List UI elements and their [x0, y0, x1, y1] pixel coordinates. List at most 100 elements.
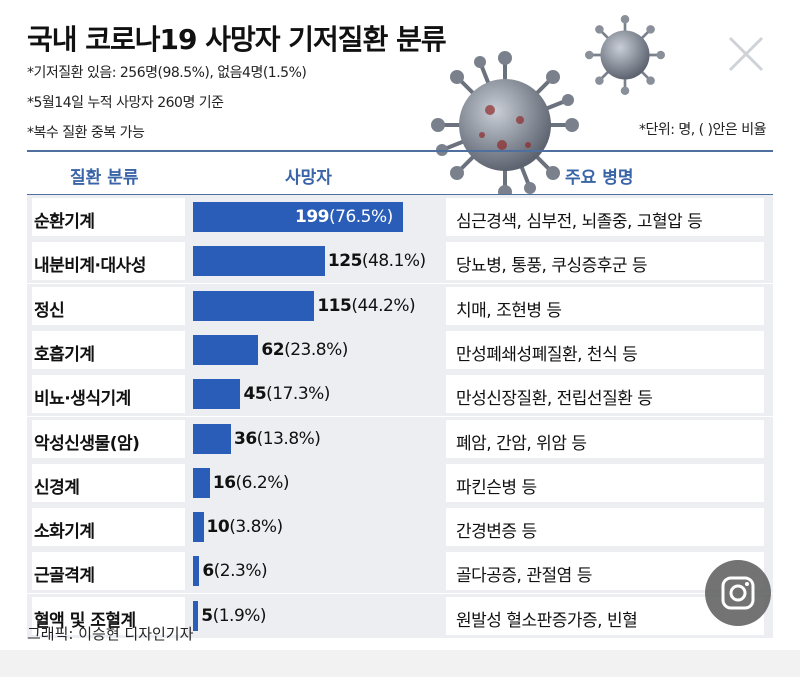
- disease-label: 폐암, 간암, 위암 등: [456, 433, 587, 454]
- bar: [193, 423, 231, 454]
- table-row: 비뇨·생식기계 45(17.3%) 만성신장질환, 전립선질환 등: [27, 372, 773, 417]
- bar: [193, 556, 200, 587]
- disease-cell: [446, 198, 764, 236]
- disease-cell: [446, 508, 764, 547]
- percent-label: (6.2%): [235, 472, 290, 493]
- data-label: 62(23.8%): [261, 339, 348, 360]
- data-label: 45(17.3%): [243, 384, 330, 405]
- disease-label: 원발성 혈소판증가증, 빈혈: [456, 610, 638, 631]
- data-label: 16(6.2%): [212, 472, 290, 493]
- bar: [193, 467, 210, 498]
- table-header: 질환 분류 사망자 주요 병명: [27, 150, 773, 196]
- data-label: 125(48.1%): [328, 251, 426, 271]
- value-label: 115: [317, 295, 352, 316]
- header-diseases: 주요 병명: [565, 168, 634, 188]
- data-label: 36(13.8%): [233, 428, 321, 449]
- percent-label: (76.5%): [329, 207, 393, 227]
- bar: [193, 600, 199, 631]
- category-label: 내분비계·대사성: [34, 256, 146, 277]
- percent-label: (17.3%): [266, 384, 330, 405]
- value-label: 10: [206, 517, 230, 538]
- camera-lens-icon: [721, 576, 755, 610]
- value-label: 36: [233, 428, 257, 449]
- category-label: 비뇨·생식기계: [34, 389, 131, 410]
- percent-label: (2.3%): [213, 561, 268, 582]
- bar: [193, 379, 241, 410]
- infographic-card: 국내 코로나19 사망자 기저질환 분류 *기저질환 있음: 256명(98.5…: [27, 15, 773, 643]
- data-label: 199(76.5%): [295, 207, 393, 227]
- coronavirus-icon: [431, 51, 579, 199]
- table-row: 정신 115(44.2%) 치매, 조현병 등: [27, 283, 773, 328]
- category-label: 신경계: [34, 477, 80, 498]
- value-label: 16: [212, 472, 236, 493]
- disease-label: 만성폐쇄성폐질환, 천식 등: [456, 344, 638, 365]
- disease-label: 당뇨병, 통풍, 쿠싱증후군 등: [456, 256, 648, 277]
- percent-label: (23.8%): [284, 339, 348, 360]
- category-cell: [32, 330, 185, 369]
- category-cell: [32, 596, 185, 635]
- disease-cell: [446, 375, 764, 414]
- table-row: 악성신생물(암) 36(13.8%) 폐암, 간암, 위암 등: [27, 416, 773, 461]
- category-label: 정신: [34, 300, 65, 321]
- bottom-strip: [0, 650, 800, 677]
- table-row: 근골격계 6(2.3%) 골다공증, 관절염 등: [27, 549, 773, 594]
- unit-note: *단위: 명, ( )안은 비율: [638, 122, 767, 138]
- data-label: 6(2.3%): [202, 561, 267, 581]
- table-row: 호흡기계 62(23.8%) 만성폐쇄성폐질환, 천식 등: [27, 327, 773, 372]
- percent-label: (44.2%): [351, 295, 416, 316]
- note-date-basis: *5월14일 누적 사망자 260명 기준: [27, 95, 224, 111]
- disease-label: 파킨슨병 등: [456, 477, 537, 498]
- category-cell: [32, 286, 185, 325]
- bar: [193, 512, 204, 543]
- table-row: 내분비계·대사성 125(48.1%) 당뇨병, 통풍, 쿠싱증후군 등: [27, 239, 773, 284]
- disease-label: 골다공증, 관절염 등: [456, 566, 592, 587]
- bar: [193, 202, 403, 232]
- header-deaths: 사망자: [285, 168, 332, 188]
- value-label: 62: [261, 339, 285, 360]
- graphic-credit: 그래픽: 이승현 디자인기자: [27, 625, 194, 643]
- table-row: 혈액 및 조혈계 5(1.9%) 원발성 혈소판증가증, 빈혈: [27, 593, 773, 638]
- disease-label: 만성신장질환, 전립선질환 등: [456, 389, 653, 410]
- disease-cell: [446, 286, 764, 325]
- data-label: 115(44.2%): [317, 296, 415, 316]
- value-label: 6: [202, 561, 214, 582]
- category-cell: [32, 242, 185, 281]
- bar: [193, 290, 315, 321]
- category-cell: [32, 419, 185, 458]
- value-label: 125: [327, 251, 363, 272]
- table-row: 신경계 16(6.2%) 파킨슨병 등: [27, 460, 773, 505]
- percent-label: (1.9%): [212, 605, 267, 626]
- disease-label: 간경변증 등: [456, 522, 537, 543]
- percent-label: (3.8%): [229, 517, 283, 538]
- category-label: 악성신생물(암): [34, 433, 140, 454]
- data-label: 5(1.9%): [201, 606, 266, 626]
- category-cell: [32, 375, 185, 414]
- category-label: 순환기계: [34, 212, 95, 232]
- category-label: 소화기계: [34, 522, 95, 543]
- note-underlying-disease: *기저질환 있음: 256명(98.5%), 없음4명(1.5%): [27, 65, 307, 81]
- table-row: 소화기계 10(3.8%) 간경변증 등: [27, 505, 773, 550]
- table-row: 순환기계 199(76.5%) 심근경색, 심부전, 뇌졸중, 고혈압 등: [27, 195, 773, 239]
- category-cell: [32, 198, 185, 236]
- disease-cell: [446, 330, 764, 369]
- close-icon[interactable]: [722, 30, 770, 78]
- percent-label: (48.1%): [361, 251, 426, 272]
- coronavirus-icon: [585, 15, 665, 95]
- disease-cell: [446, 419, 764, 458]
- note-multiple-diseases: *복수 질환 중복 가능: [27, 125, 145, 141]
- camera-button[interactable]: [705, 560, 771, 626]
- bar: [193, 246, 325, 277]
- value-label: 5: [201, 605, 213, 626]
- chart-title: 국내 코로나19 사망자 기저질환 분류: [27, 23, 447, 56]
- category-label: 호흡기계: [34, 344, 95, 365]
- data-label: 10(3.8%): [206, 517, 284, 538]
- value-label: 45: [243, 384, 267, 405]
- disease-label: 치매, 조현병 등: [456, 300, 562, 321]
- bar: [193, 334, 259, 365]
- disease-cell: [446, 463, 764, 502]
- disease-cell: [446, 242, 764, 281]
- category-cell: [32, 508, 185, 547]
- percent-label: (13.8%): [256, 428, 321, 449]
- header-category: 질환 분류: [70, 168, 139, 188]
- category-label: 혈액 및 조혈계: [34, 610, 136, 631]
